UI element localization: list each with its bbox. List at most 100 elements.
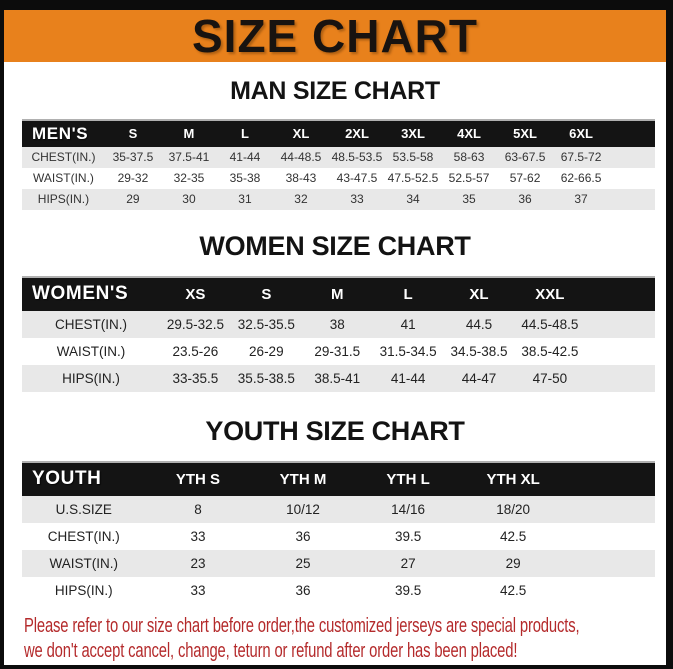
size-value-cell: 33 [190, 528, 206, 544]
table-row: CHEST(IN.) 29.5-32.5 32.5-35.5 38 41 44.5 44.5… [22, 310, 655, 338]
table-row: HIPS(IN.) 29 30 31 32 33 34 35 36 37 [22, 188, 655, 210]
size-value-cell: 67.5-72 [560, 150, 602, 165]
womens-size-table: WOMEN'S XS S M L XL XXL CHEST(IN.) 29.5-32.5 32.5… [22, 275, 655, 392]
spacer-cell [585, 278, 655, 311]
size-value-cell: 8 [194, 501, 202, 517]
size-value-cell: 37.5-41 [168, 150, 210, 165]
spacer-cell [609, 189, 655, 210]
size-column-header: 6XL [569, 126, 593, 142]
size-value-cell: 35 [462, 192, 476, 207]
size-column-header: 4XL [457, 126, 481, 142]
size-value-cell: 57-62 [509, 171, 541, 186]
size-value-cell: 29-31.5 [314, 343, 361, 359]
footer-line-2: we don't accept cancel, change, teturn o… [24, 639, 518, 662]
size-value-cell: 43-47.5 [336, 171, 378, 186]
size-value-cell: 31 [238, 192, 252, 207]
row-label-cell: WAIST(IN.) [56, 343, 126, 359]
size-column-header: M [330, 285, 344, 303]
row-label-cell: WAIST(IN.) [49, 555, 118, 571]
size-value-cell: 38 [329, 316, 345, 332]
size-value-cell: 47.5-52.5 [387, 171, 439, 186]
size-value-cell: 41-44 [229, 150, 261, 165]
size-value-cell: 44.5-48.5 [521, 316, 579, 332]
row-label-cell: HIPS(IN.) [54, 582, 113, 598]
size-value-cell: 39.5 [394, 582, 422, 598]
size-value-cell: 18/20 [496, 501, 531, 517]
size-column-header: XXL [535, 285, 565, 303]
table-row: WAIST(IN.) 29-32 32-35 35-38 38-43 43-47.5 47.… [22, 167, 655, 189]
mens-size-table: MEN'S S M L XL 2XL 3XL 4XL 5XL 6XL CHEST(IN.) 35-37… [22, 118, 655, 210]
women-section-title: WOMEN SIZE CHART [199, 230, 471, 261]
size-value-cell: 35-37.5 [112, 150, 154, 165]
row-label-cell: U.S.SIZE [55, 501, 112, 517]
size-value-cell: 41 [400, 316, 416, 332]
size-column-header: L [240, 126, 249, 142]
spacer-cell [566, 523, 655, 550]
size-column-header: M [183, 126, 195, 142]
size-column-header: 2XL [345, 126, 369, 142]
size-value-cell: 32.5-35.5 [237, 316, 295, 332]
table-row: WAIST(IN.) 23 25 27 29 [22, 549, 655, 577]
size-value-cell: 42.5 [500, 528, 527, 544]
size-value-cell: 44-48.5 [280, 150, 322, 165]
size-value-cell: 29 [505, 555, 521, 571]
table-row: CHEST(IN.) 35-37.5 37.5-41 41-44 44-48.5 48.5… [22, 146, 655, 168]
size-value-cell: 52.5-57 [448, 171, 490, 186]
size-column-header: XL [469, 285, 489, 303]
size-value-cell: 41-44 [390, 370, 426, 386]
footer-note: Please refer to our size chart before or… [24, 614, 666, 664]
size-chart-banner: SIZE CHART [4, 10, 666, 62]
size-value-cell: 36 [295, 582, 311, 598]
row-label-cell: HIPS(IN.) [62, 370, 120, 386]
table-row: HIPS(IN.) 33 36 39.5 42.5 [22, 576, 655, 604]
spacer-cell [609, 147, 655, 168]
size-value-cell: 27 [400, 555, 416, 571]
row-label-cell: CHEST(IN.) [31, 150, 96, 165]
size-value-cell: 23 [190, 555, 206, 571]
youth-section-title: YOUTH SIZE CHART [205, 415, 465, 446]
size-value-cell: 36 [295, 528, 311, 544]
row-label-cell: HIPS(IN.) [37, 192, 90, 207]
page-title: SIZE CHART [192, 10, 478, 62]
size-value-cell: 32-35 [173, 171, 205, 186]
size-value-cell: 39.5 [394, 528, 422, 544]
spacer-cell [585, 311, 655, 338]
youth-size-table: YOUTH YTH S YTH M YTH L YTH XL U.S.SIZE 8 10/12… [22, 460, 655, 604]
spacer-cell [566, 577, 655, 604]
size-value-cell: 26-29 [249, 343, 284, 359]
spacer-cell [566, 550, 655, 577]
size-value-cell: 29-32 [117, 171, 149, 186]
size-value-cell: 31.5-34.5 [379, 343, 437, 359]
table-title-cell: WOMEN'S [32, 283, 129, 305]
size-value-cell: 38.5-41 [314, 370, 361, 386]
footer-line-1: Please refer to our size chart before or… [24, 614, 580, 637]
size-value-cell: 44.5 [465, 316, 493, 332]
table-row: HIPS(IN.) 33-35.5 35.5-38.5 38.5-41 41-44 44-… [22, 364, 655, 392]
size-column-header: YTH M [279, 470, 327, 488]
table-header-row: MEN'S S M L XL 2XL 3XL 4XL 5XL 6XL [22, 120, 655, 147]
size-column-header: S [128, 126, 138, 142]
size-value-cell: 36 [518, 192, 532, 207]
size-value-cell: 63-67.5 [504, 150, 546, 165]
size-value-cell: 38-43 [285, 171, 317, 186]
size-value-cell: 48.5-53.5 [331, 150, 383, 165]
size-value-cell: 42.5 [500, 582, 527, 598]
size-value-cell: 62-66.5 [560, 171, 602, 186]
size-value-cell: 35-38 [229, 171, 261, 186]
size-value-cell: 38.5-42.5 [521, 343, 579, 359]
table-header-row: YOUTH YTH S YTH M YTH L YTH XL [22, 462, 655, 496]
spacer-cell [609, 121, 655, 147]
size-value-cell: 30 [182, 192, 196, 207]
row-label-cell: CHEST(IN.) [54, 316, 127, 332]
size-value-cell: 14/16 [391, 501, 425, 517]
spacer-cell [585, 365, 655, 392]
size-value-cell: 10/12 [286, 501, 320, 517]
size-column-header: 3XL [401, 126, 425, 142]
size-column-header: XL [292, 126, 310, 142]
spacer-cell [609, 168, 655, 189]
size-value-cell: 53.5-58 [392, 150, 434, 165]
size-value-cell: 34.5-38.5 [450, 343, 508, 359]
size-column-header: XS [185, 285, 206, 303]
size-value-cell: 32 [294, 192, 308, 207]
